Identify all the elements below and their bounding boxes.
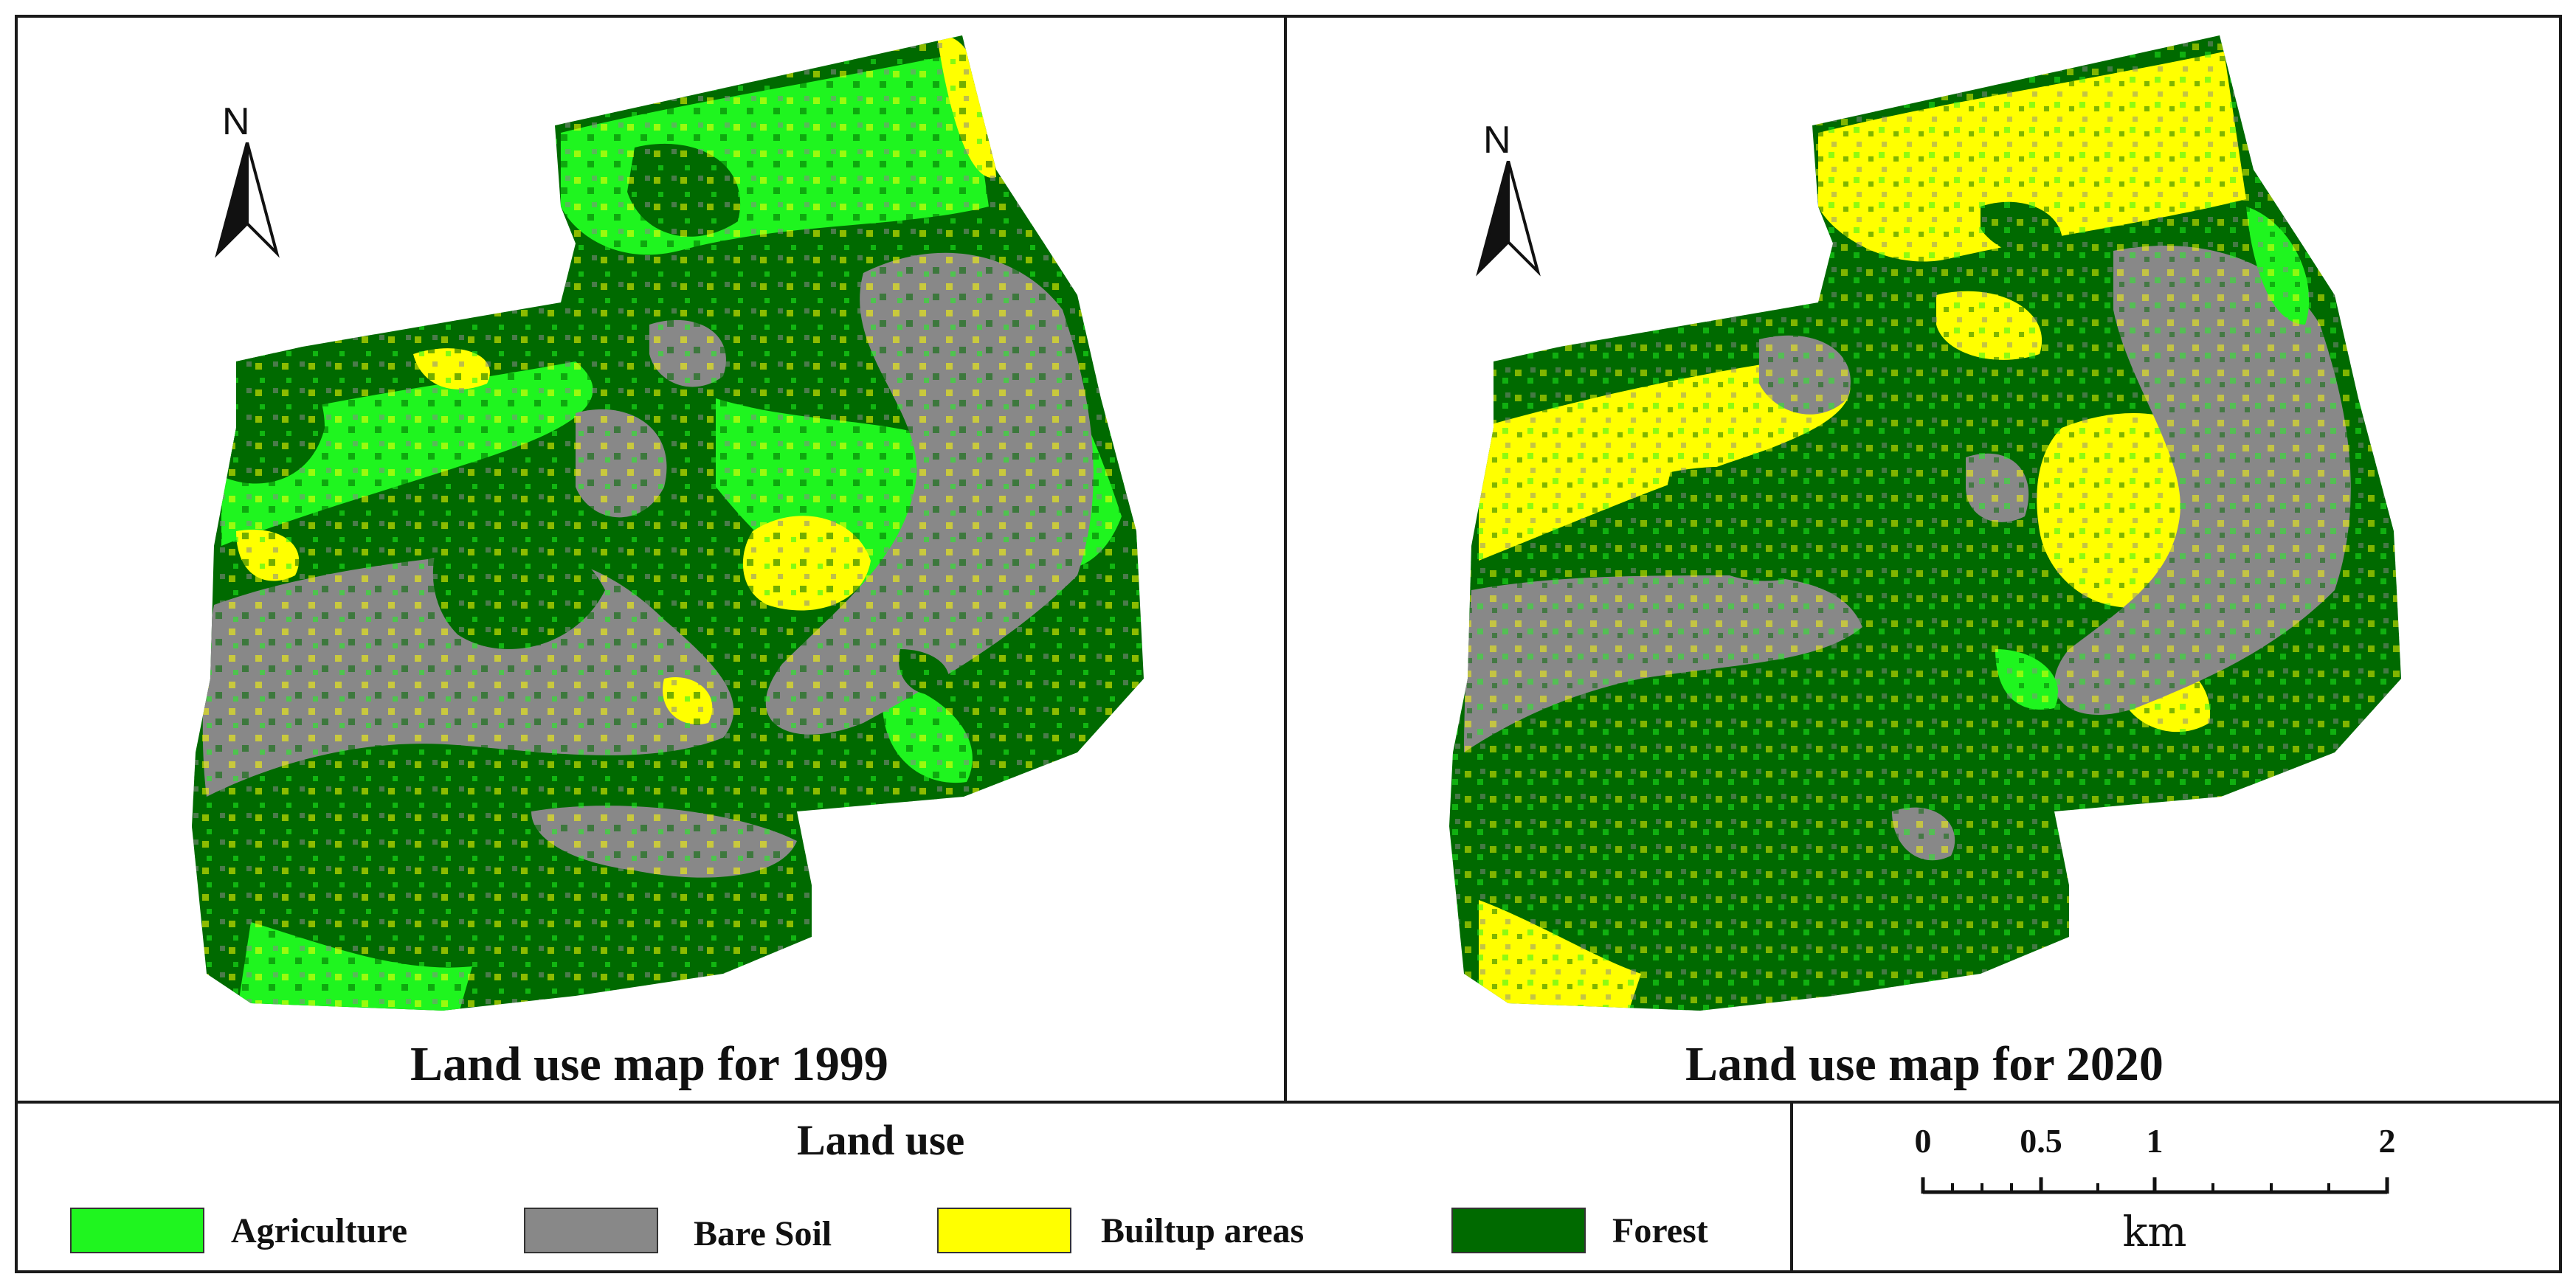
legend-swatch (524, 1208, 658, 1253)
scale-tick-label: 1 (2146, 1122, 2164, 1160)
legend-swatch (937, 1208, 1071, 1253)
north-label: N (222, 100, 250, 143)
legend-top-rule (15, 1101, 2562, 1104)
legend-divider (1790, 1102, 1793, 1273)
map-title-2020: Land use map for 2020 (1685, 1037, 2164, 1091)
north-label: N (1483, 119, 1511, 162)
map-title-1999: Land use map for 1999 (410, 1037, 888, 1091)
legend-title: Land use (797, 1116, 965, 1164)
scale-tick-label: 2 (2378, 1122, 2396, 1160)
map-panel-2020: N Land use map for 2020 (1285, 15, 2562, 1102)
land-use-map-1999 (192, 35, 1144, 1011)
legend-swatch (70, 1208, 204, 1253)
scale-tick-label: 0.5 (2020, 1122, 2062, 1160)
legend-label: Agriculture (231, 1211, 408, 1250)
legend-label: Bare Soil (694, 1214, 832, 1253)
land-use-map-2020 (1449, 35, 2401, 1011)
figure-frame (15, 15, 2562, 1273)
map-panel-1999: N Land use map for 1999 (15, 15, 1285, 1102)
north-arrow-icon (1476, 161, 1541, 277)
scale-bar-ruler (1921, 1177, 2389, 1194)
scale-tick-label: 0 (1914, 1122, 1932, 1160)
north-arrow-icon (215, 142, 280, 258)
legend-swatch (1451, 1208, 1586, 1253)
legend-label: Forest (1612, 1211, 1708, 1250)
legend-label: Builtup areas (1101, 1211, 1305, 1250)
scale-unit: km (2122, 1208, 2187, 1256)
